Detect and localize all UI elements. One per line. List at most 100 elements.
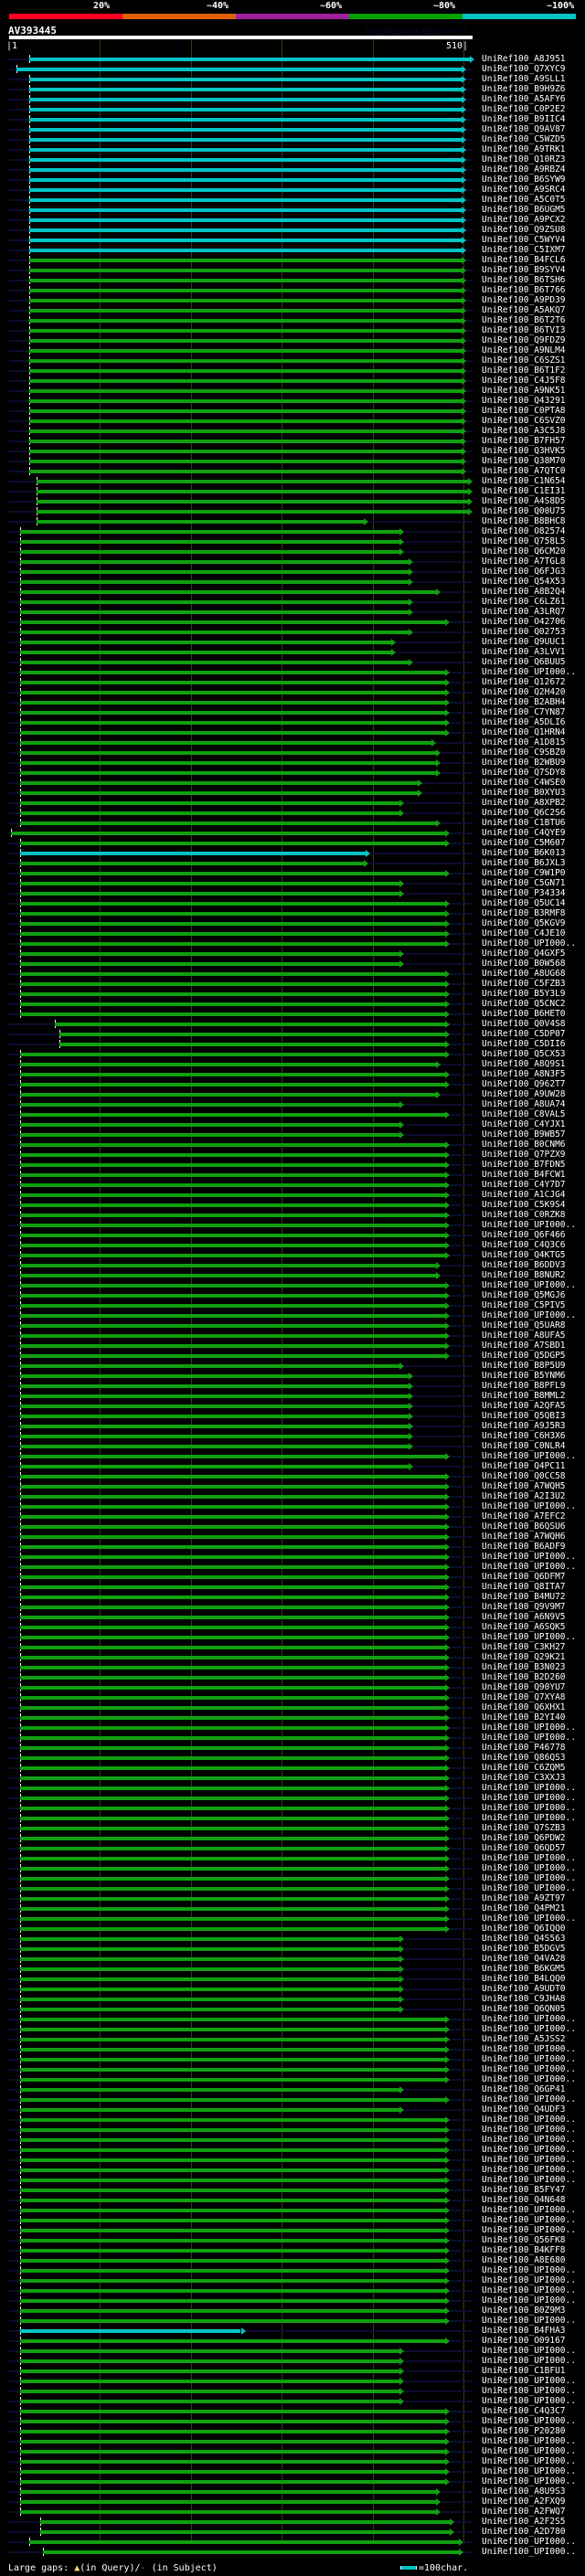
alignment-bar[interactable]: [19, 1073, 446, 1076]
alignment-bar[interactable]: [28, 249, 463, 252]
hit-row[interactable]: UniRef100_Q6GP41: [0, 2084, 585, 2094]
hit-label[interactable]: UniRef100_UPI000..: [482, 1632, 576, 1642]
hit-row[interactable]: UniRef100_C4Y7D7: [0, 1180, 585, 1190]
alignment-bar[interactable]: [19, 2269, 446, 2273]
alignment-bar[interactable]: [19, 781, 419, 785]
hit-row[interactable]: UniRef100_UPI000..: [0, 1783, 585, 1793]
hit-row[interactable]: UniRef100_A3C5J8: [0, 426, 585, 436]
hit-label[interactable]: UniRef100_Q54X53: [482, 577, 566, 587]
hit-label[interactable]: UniRef100_A3LRQ7: [482, 607, 566, 617]
alignment-bar[interactable]: [19, 2349, 400, 2353]
hit-label[interactable]: UniRef100_UPI000..: [482, 1552, 576, 1562]
hit-row[interactable]: UniRef100_B6T1F2: [0, 366, 585, 376]
alignment-bar[interactable]: [19, 942, 446, 946]
hit-row[interactable]: UniRef100_Q4PM21: [0, 1903, 585, 1913]
alignment-bar[interactable]: [28, 389, 463, 393]
hit-label[interactable]: UniRef100_A1D815: [482, 737, 566, 747]
hit-row[interactable]: UniRef100_UPI000..: [0, 2275, 585, 2285]
hit-label[interactable]: UniRef100_UPI000..: [482, 2316, 576, 2326]
alignment-bar[interactable]: [28, 138, 463, 142]
hit-label[interactable]: UniRef100_C9SBZ0: [482, 747, 566, 758]
hit-label[interactable]: UniRef100_Q4S563: [482, 1934, 566, 1944]
alignment-bar[interactable]: [19, 1686, 446, 1690]
hit-row[interactable]: UniRef100_A8UG68: [0, 969, 585, 979]
alignment-bar[interactable]: [19, 1967, 400, 1971]
hit-label[interactable]: UniRef100_A8UG68: [482, 969, 566, 979]
hit-row[interactable]: UniRef100_B4KFF8: [0, 2245, 585, 2255]
hit-label[interactable]: UniRef100_B5DGV5: [482, 1944, 566, 1954]
alignment-bar[interactable]: [28, 108, 463, 111]
alignment-bar[interactable]: [19, 1797, 446, 1800]
hit-label[interactable]: UniRef100_Q12672: [482, 677, 566, 687]
hit-row[interactable]: UniRef100_B6HET0: [0, 1009, 585, 1019]
hit-label[interactable]: UniRef100_A2FWQ7: [482, 2507, 566, 2517]
alignment-bar[interactable]: [19, 1405, 410, 1408]
hit-label[interactable]: UniRef100_C5DII6: [482, 1039, 566, 1049]
hit-row[interactable]: UniRef100_A9NK51: [0, 386, 585, 396]
hit-row[interactable]: UniRef100_B5FY47: [0, 2185, 585, 2195]
alignment-bar[interactable]: [19, 1515, 446, 1519]
alignment-bar[interactable]: [28, 309, 463, 313]
hit-label[interactable]: UniRef100_Q9FDZ9: [482, 335, 566, 345]
hit-label[interactable]: UniRef100_UPI000..: [482, 2547, 576, 2557]
hit-label[interactable]: UniRef100_C4WSE0: [482, 778, 566, 788]
alignment-bar[interactable]: [19, 1284, 446, 1288]
hit-label[interactable]: UniRef100_A5JSS2: [482, 2034, 566, 2044]
alignment-bar[interactable]: [19, 761, 437, 765]
hit-label[interactable]: UniRef100_A9PCX2: [482, 215, 566, 225]
hit-row[interactable]: UniRef100_Q4N648: [0, 2195, 585, 2205]
hit-row[interactable]: UniRef100_C6SZS1: [0, 355, 585, 366]
hit-row[interactable]: UniRef100_UPI000..: [0, 1873, 585, 1883]
alignment-bar[interactable]: [28, 158, 463, 162]
alignment-bar[interactable]: [19, 1545, 446, 1549]
hit-row[interactable]: UniRef100_UPI000..: [0, 2145, 585, 2155]
hit-row[interactable]: UniRef100_A3LRQ7: [0, 607, 585, 617]
alignment-bar[interactable]: [19, 1626, 446, 1629]
hit-label[interactable]: UniRef100_UPI000..: [482, 1501, 576, 1511]
hit-row[interactable]: UniRef100_B6KGM5: [0, 1964, 585, 1974]
alignment-bar[interactable]: [54, 1023, 446, 1026]
hit-label[interactable]: UniRef100_C5M607: [482, 838, 566, 848]
hit-label[interactable]: UniRef100_C1BFU1: [482, 2366, 566, 2376]
hit-label[interactable]: UniRef100_P46778: [482, 1743, 566, 1753]
hit-row[interactable]: UniRef100_Q4PC11: [0, 1461, 585, 1471]
hit-label[interactable]: UniRef100_C6H3X6: [482, 1431, 566, 1441]
alignment-bar[interactable]: [19, 2259, 446, 2263]
hit-label[interactable]: UniRef100_Q9UUC1: [482, 637, 566, 647]
alignment-bar[interactable]: [19, 2158, 446, 2162]
hit-label[interactable]: UniRef100_UPI000..: [482, 2145, 576, 2155]
hit-label[interactable]: UniRef100_A8B2Q4: [482, 587, 566, 597]
hit-label[interactable]: UniRef100_O09167: [482, 2336, 566, 2346]
hit-row[interactable]: UniRef100_UPI000..: [0, 2476, 585, 2486]
hit-row[interactable]: UniRef100_C6H3X6: [0, 1431, 585, 1441]
hit-row[interactable]: UniRef100_UPI000..: [0, 2024, 585, 2034]
alignment-bar[interactable]: [19, 1616, 446, 1619]
hit-label[interactable]: UniRef100_P34334: [482, 888, 566, 898]
hit-row[interactable]: UniRef100_UPI000..: [0, 1803, 585, 1813]
alignment-bar[interactable]: [19, 1565, 446, 1569]
alignment-bar[interactable]: [19, 711, 446, 715]
hit-row[interactable]: UniRef100_UPI000..: [0, 2205, 585, 2215]
hit-row[interactable]: UniRef100_C5IXM7: [0, 245, 585, 255]
alignment-bar[interactable]: [19, 1937, 400, 1941]
alignment-bar[interactable]: [19, 2068, 446, 2072]
hit-label[interactable]: UniRef100_A8UFA5: [482, 1330, 566, 1341]
hit-row[interactable]: UniRef100_A8B2Q4: [0, 587, 585, 597]
hit-label[interactable]: UniRef100_B5FY47: [482, 2185, 566, 2195]
hit-label[interactable]: UniRef100_C3KH27: [482, 1642, 566, 1652]
hit-row[interactable]: UniRef100_A2D780: [0, 2527, 585, 2537]
hit-label[interactable]: UniRef100_B5YNM6: [482, 1371, 566, 1381]
hit-row[interactable]: UniRef100_Q7XYA8: [0, 1692, 585, 1702]
hit-label[interactable]: UniRef100_A9J5R3: [482, 1421, 566, 1431]
alignment-bar[interactable]: [19, 2319, 446, 2323]
alignment-bar[interactable]: [28, 218, 463, 222]
alignment-bar[interactable]: [28, 470, 463, 473]
hit-row[interactable]: UniRef100_UPI000..: [0, 2396, 585, 2406]
alignment-bar[interactable]: [19, 1485, 446, 1489]
hit-label[interactable]: UniRef100_A9RBZ4: [482, 164, 566, 175]
alignment-bar[interactable]: [19, 2168, 446, 2172]
hit-label[interactable]: UniRef100_Q5UAR8: [482, 1320, 566, 1330]
hit-row[interactable]: UniRef100_UPI000..: [0, 1280, 585, 1290]
alignment-bar[interactable]: [19, 1384, 410, 1388]
hit-label[interactable]: UniRef100_B6HET0: [482, 1009, 566, 1019]
